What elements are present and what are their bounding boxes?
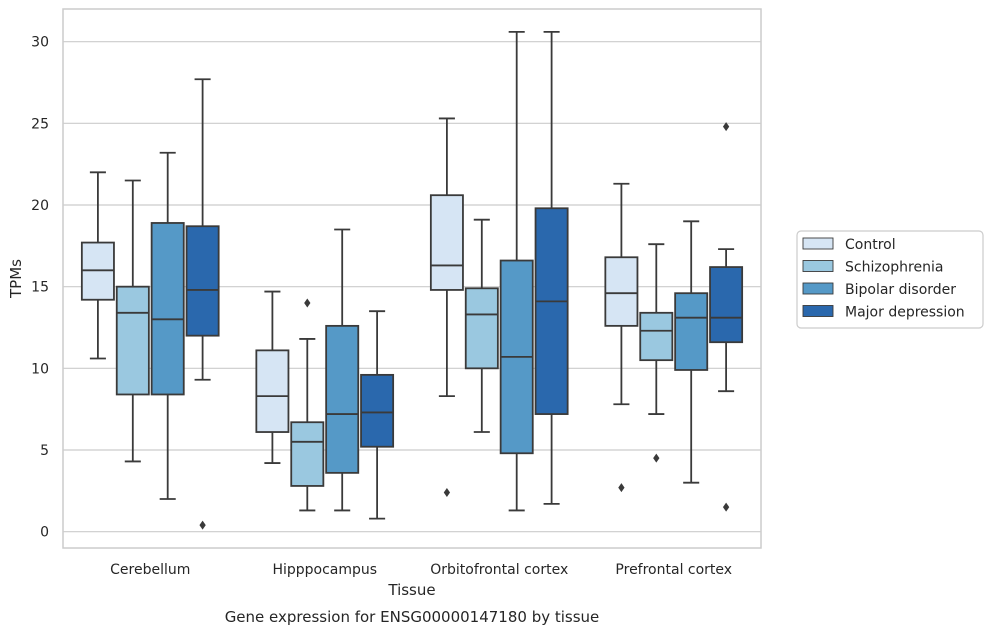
box-bipolar-disorder bbox=[325, 228, 360, 512]
iqr-box bbox=[360, 373, 395, 448]
iqr-box bbox=[290, 421, 325, 487]
box-control bbox=[604, 182, 639, 493]
box-bipolar-disorder bbox=[499, 30, 534, 512]
box-schizophrenia bbox=[639, 243, 674, 463]
x-tick-labels: Cerebellum Hipppocampus Orbitofrontal cort… bbox=[110, 562, 732, 578]
legend-swatch bbox=[802, 237, 834, 250]
iqr-box bbox=[255, 349, 290, 433]
box-control bbox=[255, 290, 290, 464]
plot-frame bbox=[62, 8, 762, 549]
iqr-box bbox=[674, 292, 709, 371]
outlier-point bbox=[443, 487, 451, 497]
x-tick-label: Orbitofrontal cortex bbox=[430, 562, 568, 578]
box-control bbox=[80, 171, 115, 360]
legend-label: Major depression bbox=[845, 305, 965, 321]
iqr-box bbox=[534, 207, 569, 415]
box-bipolar-disorder bbox=[150, 151, 185, 500]
box-schizophrenia bbox=[115, 179, 150, 463]
legend-frame bbox=[796, 230, 984, 329]
y-tick-labels: 0 5 10 15 20 25 30 bbox=[31, 35, 49, 541]
box-major-depression bbox=[360, 310, 395, 520]
y-tick-label: 10 bbox=[31, 361, 49, 377]
legend-label: Bipolar disorder bbox=[845, 282, 956, 298]
outlier-point bbox=[199, 520, 206, 530]
iqr-box bbox=[150, 222, 185, 396]
outlier-point bbox=[653, 453, 660, 463]
legend: Control Schizophrenia Bipolar disorder Majo… bbox=[796, 230, 984, 329]
iqr-box bbox=[464, 287, 499, 370]
y-tick-label: 20 bbox=[31, 198, 49, 214]
legend-label: Schizophrenia bbox=[845, 260, 943, 276]
legend-swatch bbox=[802, 305, 834, 317]
y-tick-label: 15 bbox=[31, 280, 49, 296]
y-tick-label: 25 bbox=[31, 116, 49, 132]
iqr-box bbox=[115, 285, 150, 396]
box-major-depression bbox=[185, 78, 220, 530]
y-tick-label: 0 bbox=[40, 525, 49, 541]
box-major-depression bbox=[534, 30, 569, 505]
x-tick-label: Cerebellum bbox=[110, 562, 190, 578]
iqr-box bbox=[185, 225, 220, 337]
legend-label: Control bbox=[845, 237, 896, 253]
outlier-point bbox=[722, 502, 730, 512]
iqr-box bbox=[429, 194, 464, 291]
box-bipolar-disorder bbox=[674, 220, 709, 484]
box-groups bbox=[80, 30, 744, 530]
y-tick-label: 5 bbox=[40, 443, 49, 459]
x-tick-label: Prefrontal cortex bbox=[615, 562, 732, 578]
outlier-point bbox=[722, 122, 730, 132]
y-tick-label: 30 bbox=[31, 35, 49, 51]
box-schizophrenia bbox=[290, 298, 325, 512]
iqr-box bbox=[604, 256, 639, 327]
iqr-box bbox=[325, 324, 360, 474]
box-control bbox=[429, 117, 464, 497]
box-major-depression bbox=[709, 122, 744, 512]
box-schizophrenia bbox=[464, 218, 499, 433]
chart-caption: Gene expression for ENSG00000147180 by t… bbox=[225, 608, 600, 626]
iqr-box bbox=[709, 266, 744, 344]
iqr-box bbox=[639, 311, 674, 362]
y-axis-label: TPMs bbox=[7, 259, 25, 299]
legend-swatch bbox=[802, 282, 834, 295]
x-tick-label: Hipppocampus bbox=[272, 562, 377, 578]
x-axis-label: Tissue bbox=[387, 581, 435, 599]
outlier-point bbox=[618, 483, 625, 493]
legend-swatch bbox=[802, 260, 834, 272]
outlier-point bbox=[304, 298, 311, 308]
